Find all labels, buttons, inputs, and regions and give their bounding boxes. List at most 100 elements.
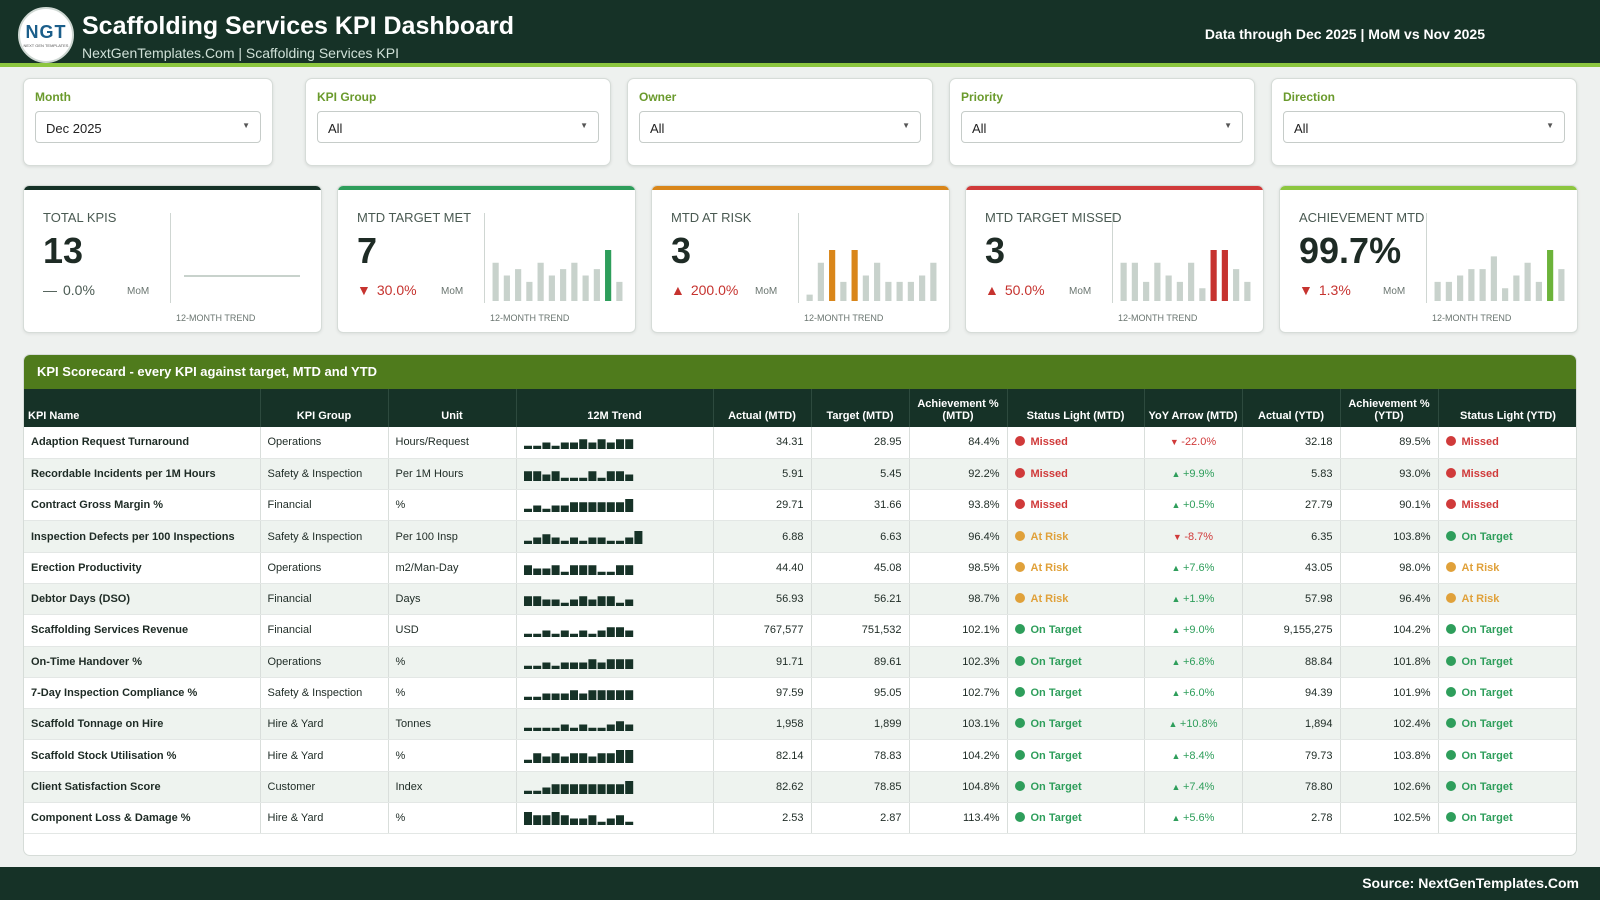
trend-sparkline xyxy=(516,489,714,522)
status-ytd: On Target xyxy=(1438,520,1576,553)
table-row[interactable]: Adaption Request Turnaround Operations Hou… xyxy=(24,427,1576,459)
footer-source: Source: NextGenTemplates.Com xyxy=(1362,875,1579,891)
kpi-name: Recordable Incidents per 1M Hours xyxy=(24,458,261,491)
card-divider xyxy=(484,213,485,303)
column-header[interactable]: Achievement % (YTD) xyxy=(1340,389,1439,427)
status-text: On Target xyxy=(1030,718,1082,731)
column-header[interactable]: Actual (MTD) xyxy=(713,389,812,427)
arrow-up-icon: ▲ xyxy=(1171,562,1183,573)
table-row[interactable]: Contract Gross Margin % Financial% 29.71 31… xyxy=(24,489,1576,522)
status-text: On Target xyxy=(1030,687,1082,700)
table-row[interactable]: Erection Productivity Operations m2/Man-Da… xyxy=(24,552,1576,584)
status-ytd: Missed xyxy=(1438,427,1576,459)
status-text: On Target xyxy=(1030,812,1082,825)
trend-bar xyxy=(930,262,937,301)
column-header[interactable]: KPI Group xyxy=(260,389,389,427)
card-value: 3 xyxy=(985,230,1006,271)
sparkline-bar xyxy=(615,502,624,513)
column-header[interactable]: YoY Arrow (MTD) xyxy=(1144,389,1243,427)
kpi-scorecard-panel: KPI Scorecard - every KPI against target… xyxy=(23,354,1577,856)
table-row[interactable]: 7-Day Inspection Compliance % Safety & In… xyxy=(24,677,1576,710)
status-text: At Risk xyxy=(1461,593,1500,606)
status-text: Missed xyxy=(1030,467,1068,480)
trend-label: 12-MONTH TREND xyxy=(490,313,570,323)
trend-bar xyxy=(1199,288,1206,301)
yoy-value: +7.4% xyxy=(1182,780,1215,793)
trend-bar xyxy=(1490,256,1497,301)
status-text: On Target xyxy=(1030,780,1082,793)
trend-bar xyxy=(1513,275,1520,301)
status-dot-icon xyxy=(1445,655,1456,666)
sparkline-bar xyxy=(597,690,606,701)
achievement-mtd: 103.1% xyxy=(909,708,1008,741)
achievement-ytd: 103.8% xyxy=(1340,739,1439,772)
actual-ytd: 1,894 xyxy=(1242,708,1341,741)
column-header[interactable]: Status Light (MTD) xyxy=(1007,389,1145,427)
sparkline-bar xyxy=(569,728,578,732)
achievement-mtd: 104.8% xyxy=(909,771,1008,804)
table-row[interactable]: Scaffold Tonnage on Hire Hire & Yard Tonne… xyxy=(24,708,1576,741)
kpi-group-select[interactable]: All ▼ xyxy=(317,111,599,143)
table-row[interactable]: Scaffold Stock Utilisation % Hire & Yard%… xyxy=(24,739,1576,772)
arrow-up-icon: ▲ xyxy=(1171,500,1183,511)
sparkline-bar xyxy=(541,533,550,544)
column-header[interactable]: Unit xyxy=(388,389,517,427)
sparkline-bar xyxy=(523,665,532,669)
sparkline xyxy=(523,658,633,669)
column-header[interactable]: Target (MTD) xyxy=(811,389,910,427)
sparkline-bar xyxy=(597,630,606,638)
sparkline-bar xyxy=(615,627,624,638)
table-row[interactable]: Client Satisfaction Score Customer Index 82… xyxy=(24,771,1576,804)
actual-ytd: 6.35 xyxy=(1242,520,1341,553)
sparkline-bar xyxy=(578,439,587,450)
actual-ytd: 9,155,275 xyxy=(1242,614,1341,647)
sparkline-bar xyxy=(597,821,606,826)
kpi-unit: % xyxy=(388,739,517,772)
filter-label: Direction xyxy=(1283,90,1336,104)
table-row[interactable]: Recordable Incidents per 1M Hours Safety … xyxy=(24,458,1576,491)
trend-sparkline xyxy=(516,802,714,835)
kpi-unit: % xyxy=(388,489,517,522)
owner-select[interactable]: All ▼ xyxy=(639,111,921,143)
sparkline xyxy=(523,812,633,826)
table-row[interactable]: Scaffolding Services Revenue Financial USD… xyxy=(24,614,1576,647)
sparkline-bar xyxy=(569,537,578,544)
yoy-value: -22.0% xyxy=(1181,436,1217,449)
direction-select[interactable]: All ▼ xyxy=(1283,111,1565,143)
column-header[interactable]: Achievement % (MTD) xyxy=(909,389,1008,427)
sparkline-bar xyxy=(587,599,596,607)
sparkline-bar xyxy=(541,756,550,763)
filter-direction: Direction All ▼ xyxy=(1271,78,1577,166)
column-header[interactable]: Actual (YTD) xyxy=(1242,389,1341,427)
month-select[interactable]: Dec 2025 ▼ xyxy=(35,111,261,143)
trend-bar xyxy=(1221,250,1228,301)
table-row[interactable]: Inspection Defects per 100 Inspections Sa… xyxy=(24,520,1576,553)
sparkline-bar xyxy=(615,690,624,701)
trend-chart xyxy=(184,275,300,277)
scorecard-title: KPI Scorecard - every KPI against target… xyxy=(24,355,1576,389)
priority-select[interactable]: All ▼ xyxy=(961,111,1243,143)
actual-mtd: 82.62 xyxy=(713,771,812,804)
status-dot-icon xyxy=(1014,749,1025,760)
sparkline-bar xyxy=(597,752,606,763)
arrow-up-icon: ▲ xyxy=(1171,750,1183,761)
card-divider xyxy=(1112,213,1113,303)
table-row[interactable]: Component Loss & Damage % Hire & Yard% 2.5… xyxy=(24,802,1576,835)
trend-bar xyxy=(851,250,858,301)
status-text: Missed xyxy=(1461,436,1499,449)
status-dot-icon xyxy=(1445,687,1456,698)
yoy-value: +9.0% xyxy=(1182,624,1215,637)
column-header[interactable]: Status Light (YTD) xyxy=(1438,389,1576,427)
column-header[interactable]: 12M Trend xyxy=(516,389,714,427)
sparkline-bar xyxy=(560,693,569,701)
table-row[interactable]: Debtor Days (DSO) Financial Days 56.93 56.21… xyxy=(24,583,1576,616)
trend-bar xyxy=(616,281,623,301)
column-header[interactable]: KPI Name xyxy=(24,389,261,427)
actual-mtd: 1,958 xyxy=(713,708,812,741)
status-dot-icon xyxy=(1014,436,1025,447)
sparkline-bar xyxy=(624,565,633,575)
kpi-name: Debtor Days (DSO) xyxy=(24,583,261,616)
yoy-value: +9.9% xyxy=(1182,467,1215,480)
table-row[interactable]: On-Time Handover % Operations% 91.71 89.61 1… xyxy=(24,646,1576,678)
kpi-group: Safety & Inspection xyxy=(260,520,389,553)
